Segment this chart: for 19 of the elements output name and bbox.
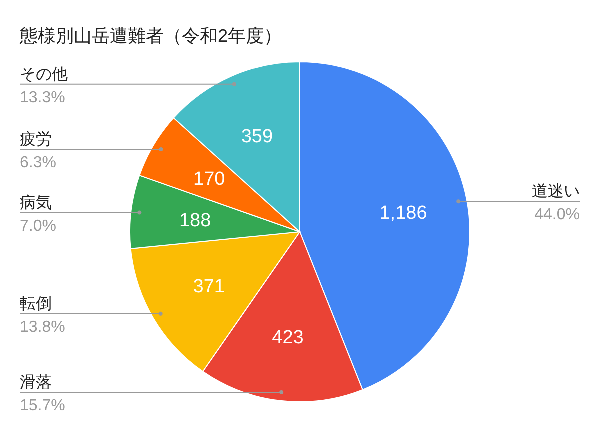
chart-title: 態様別山岳遭難者（令和2年度） [19, 26, 282, 46]
slice-label: 病気 [20, 194, 52, 212]
data-label: 359 [241, 126, 274, 148]
text: 7.0% [20, 218, 56, 235]
data-label: 371 [193, 276, 226, 298]
text: 13.8% [20, 318, 66, 336]
slice-label: 道迷い [532, 182, 580, 201]
slice-label: 滑落 [20, 373, 52, 392]
text: 44.0% [534, 206, 580, 224]
data-label: 423 [272, 328, 304, 349]
text: 13.3% [20, 89, 66, 106]
data-label: 1,186 [380, 203, 428, 224]
slice-label: 転倒 [20, 296, 52, 313]
data-label: 170 [194, 169, 226, 190]
text: 15.7% [20, 397, 66, 414]
slice-label: 疲労 [20, 130, 52, 148]
slice-label: その他 [20, 66, 68, 84]
text: 6.3% [20, 154, 56, 172]
data-label: 188 [180, 210, 212, 232]
